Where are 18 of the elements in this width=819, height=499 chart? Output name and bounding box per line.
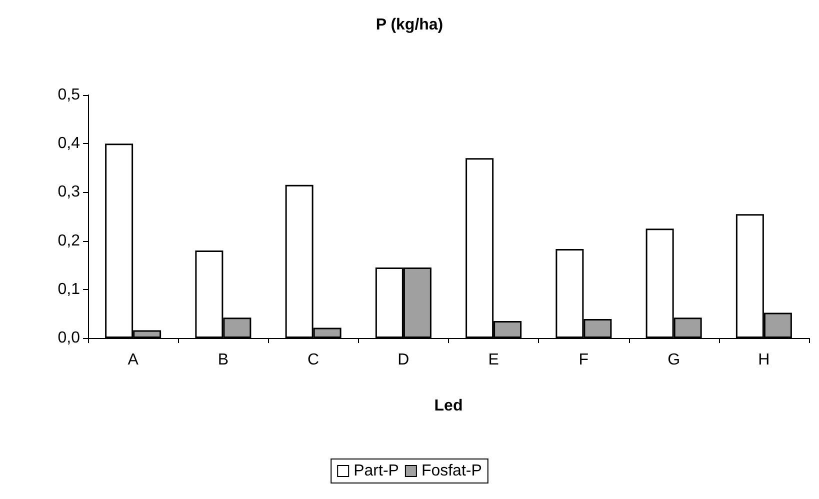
x-tick-label: F bbox=[578, 352, 589, 368]
y-tick-label: 0,1 bbox=[58, 280, 80, 298]
x-tick-label: C bbox=[308, 352, 320, 368]
x-tick-label: A bbox=[128, 352, 139, 368]
x-tick-label: B bbox=[218, 352, 229, 368]
y-tick-label: 0,4 bbox=[58, 135, 80, 152]
chart-title: P (kg/ha) bbox=[376, 16, 444, 34]
y-tick-label: 0,0 bbox=[58, 330, 80, 346]
legend-label: Fosfat-P bbox=[421, 462, 482, 480]
y-tick-label: 0,3 bbox=[58, 184, 80, 201]
y-tick-label: 0,2 bbox=[58, 232, 80, 250]
x-tick-label: G bbox=[668, 352, 680, 368]
x-axis-title: Led bbox=[434, 398, 463, 414]
y-tick-label: 0,5 bbox=[58, 86, 80, 104]
legend-label: Part-P bbox=[354, 462, 399, 480]
x-tick-label: E bbox=[488, 352, 499, 368]
x-tick-label: D bbox=[398, 352, 410, 368]
x-tick-label: H bbox=[758, 352, 770, 368]
